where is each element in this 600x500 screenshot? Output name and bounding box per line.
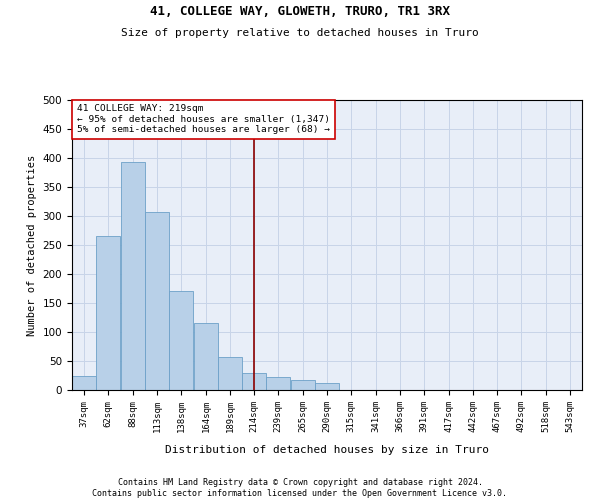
Bar bbox=[218, 357, 242, 390]
Text: Distribution of detached houses by size in Truro: Distribution of detached houses by size … bbox=[165, 445, 489, 455]
Bar bbox=[169, 292, 193, 390]
Bar bbox=[194, 324, 218, 390]
Text: Size of property relative to detached houses in Truro: Size of property relative to detached ho… bbox=[121, 28, 479, 38]
Bar bbox=[121, 162, 145, 390]
Bar bbox=[96, 236, 120, 390]
Text: 41 COLLEGE WAY: 219sqm
← 95% of detached houses are smaller (1,347)
5% of semi-d: 41 COLLEGE WAY: 219sqm ← 95% of detached… bbox=[77, 104, 330, 134]
Text: 41, COLLEGE WAY, GLOWETH, TRURO, TR1 3RX: 41, COLLEGE WAY, GLOWETH, TRURO, TR1 3RX bbox=[150, 5, 450, 18]
Bar bbox=[315, 383, 339, 390]
Bar bbox=[72, 376, 96, 390]
Bar bbox=[266, 377, 290, 390]
Bar bbox=[145, 212, 169, 390]
Bar bbox=[291, 380, 315, 390]
Y-axis label: Number of detached properties: Number of detached properties bbox=[27, 154, 37, 336]
Bar bbox=[242, 372, 266, 390]
Text: Contains HM Land Registry data © Crown copyright and database right 2024.
Contai: Contains HM Land Registry data © Crown c… bbox=[92, 478, 508, 498]
